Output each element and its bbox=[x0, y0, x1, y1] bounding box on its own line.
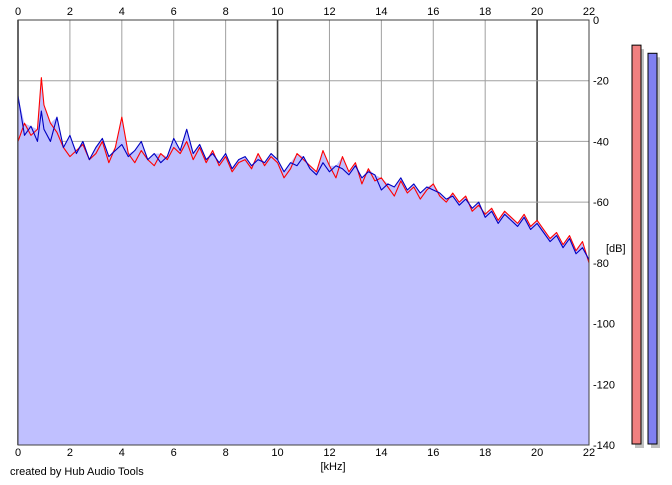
plot-border bbox=[17, 19, 590, 446]
x-tick-label-top: 18 bbox=[479, 6, 491, 18]
y-tick-label: -80 bbox=[593, 258, 609, 270]
x-tick-label-top: 2 bbox=[67, 6, 73, 18]
x-tick-label-bottom: 10 bbox=[271, 447, 283, 459]
x-tick-label-bottom: 2 bbox=[67, 447, 73, 459]
x-tick-label-bottom: 22 bbox=[583, 447, 595, 459]
x-tick-label-bottom: 16 bbox=[427, 447, 439, 459]
x-ticks-bottom: 0 2 4 6 8 10 12 14 16 18 20 22 bbox=[15, 447, 595, 459]
x-tick-label-bottom: 20 bbox=[531, 447, 543, 459]
y-axis-label: [dB] bbox=[606, 243, 626, 255]
spectrum-fill bbox=[18, 77, 589, 445]
x-ticks-top: 0 2 4 6 8 10 12 14 16 18 20 22 bbox=[15, 6, 595, 18]
x-tick-label-top: 20 bbox=[531, 6, 543, 18]
x-tick-label-top: 12 bbox=[323, 6, 335, 18]
x-tick-label-top: 16 bbox=[427, 6, 439, 18]
y-tick-label: -20 bbox=[593, 76, 609, 88]
level-meter-1 bbox=[631, 44, 642, 445]
x-tick-label-top: 4 bbox=[119, 6, 125, 18]
x-tick-label-top: 0 bbox=[15, 6, 21, 18]
series-line-2 bbox=[17, 95, 590, 261]
x-tick-label-bottom: 12 bbox=[323, 447, 335, 459]
series-line-1 bbox=[17, 77, 590, 264]
y-tick-label: -60 bbox=[593, 197, 609, 209]
x-tick-label-bottom: 6 bbox=[171, 447, 177, 459]
x-axis-label: [kHz] bbox=[320, 461, 345, 473]
y-ticks: 0 -20 -40 -60 -80 -100 -120 -140 bbox=[593, 15, 615, 452]
level-meters bbox=[631, 44, 660, 448]
x-tick-label-top: 8 bbox=[223, 6, 229, 18]
credit-text: created by Hub Audio Tools bbox=[10, 466, 144, 478]
y-tick-label: -120 bbox=[593, 379, 615, 391]
y-tick-label: -100 bbox=[593, 319, 615, 331]
x-tick-label-bottom: 0 bbox=[15, 447, 21, 459]
x-tick-label-bottom: 8 bbox=[223, 447, 229, 459]
y-tick-label: -140 bbox=[593, 440, 615, 452]
x-tick-label-bottom: 14 bbox=[375, 447, 387, 459]
x-tick-label-top: 6 bbox=[171, 6, 177, 18]
y-tick-label: -40 bbox=[593, 136, 609, 148]
x-tick-label-top: 22 bbox=[583, 6, 595, 18]
x-tick-label-top: 10 bbox=[271, 6, 283, 18]
x-tick-label-top: 14 bbox=[375, 6, 387, 18]
series-layer bbox=[17, 19, 590, 446]
y-tick-label: 0 bbox=[593, 15, 599, 27]
level-meter-2 bbox=[647, 52, 658, 445]
x-tick-label-bottom: 18 bbox=[479, 447, 491, 459]
x-tick-label-bottom: 4 bbox=[119, 447, 125, 459]
